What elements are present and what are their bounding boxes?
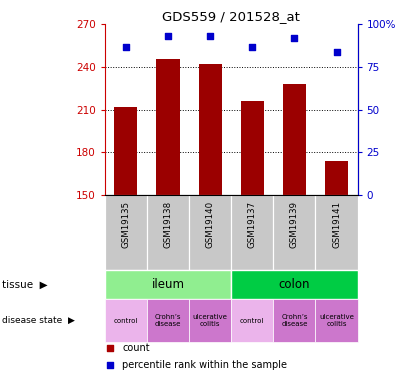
Bar [157,58,180,195]
Text: Crohn’s
disease: Crohn’s disease [281,314,307,327]
Bar [316,299,358,342]
Text: control: control [240,318,264,324]
Bar [231,195,273,270]
Text: count: count [122,344,150,353]
Bar [325,161,348,195]
Text: percentile rank within the sample: percentile rank within the sample [122,360,288,370]
Point [165,33,171,39]
Bar [105,195,147,270]
Text: control: control [114,318,138,324]
Title: GDS559 / 201528_at: GDS559 / 201528_at [162,10,300,23]
Text: Crohn’s
disease: Crohn’s disease [155,314,181,327]
Bar [199,64,222,195]
Text: ileum: ileum [152,278,185,291]
Text: GSM19139: GSM19139 [290,201,299,248]
Text: GSM19138: GSM19138 [164,201,173,248]
Bar [316,195,358,270]
Text: GSM19140: GSM19140 [206,201,215,248]
Bar [241,101,264,195]
Bar [189,195,231,270]
Point [333,49,340,55]
Bar [189,299,231,342]
Bar [105,299,147,342]
Text: GSM19137: GSM19137 [248,201,257,248]
Text: ulcerative
colitis: ulcerative colitis [193,314,228,327]
Point [207,33,213,39]
Bar [147,299,189,342]
Text: GSM19141: GSM19141 [332,201,341,248]
Text: tissue  ▶: tissue ▶ [2,279,48,290]
Bar [273,299,316,342]
Bar [105,270,231,299]
Text: colon: colon [279,278,310,291]
Bar [231,270,358,299]
Bar [231,299,273,342]
Bar [273,195,316,270]
Bar [283,84,306,195]
Point [106,362,113,368]
Point [106,345,113,351]
Text: GSM19135: GSM19135 [121,201,130,248]
Point [122,44,129,50]
Point [249,44,256,50]
Point [291,35,298,41]
Bar [147,195,189,270]
Text: disease state  ▶: disease state ▶ [2,316,75,325]
Bar [114,107,137,195]
Text: ulcerative
colitis: ulcerative colitis [319,314,354,327]
